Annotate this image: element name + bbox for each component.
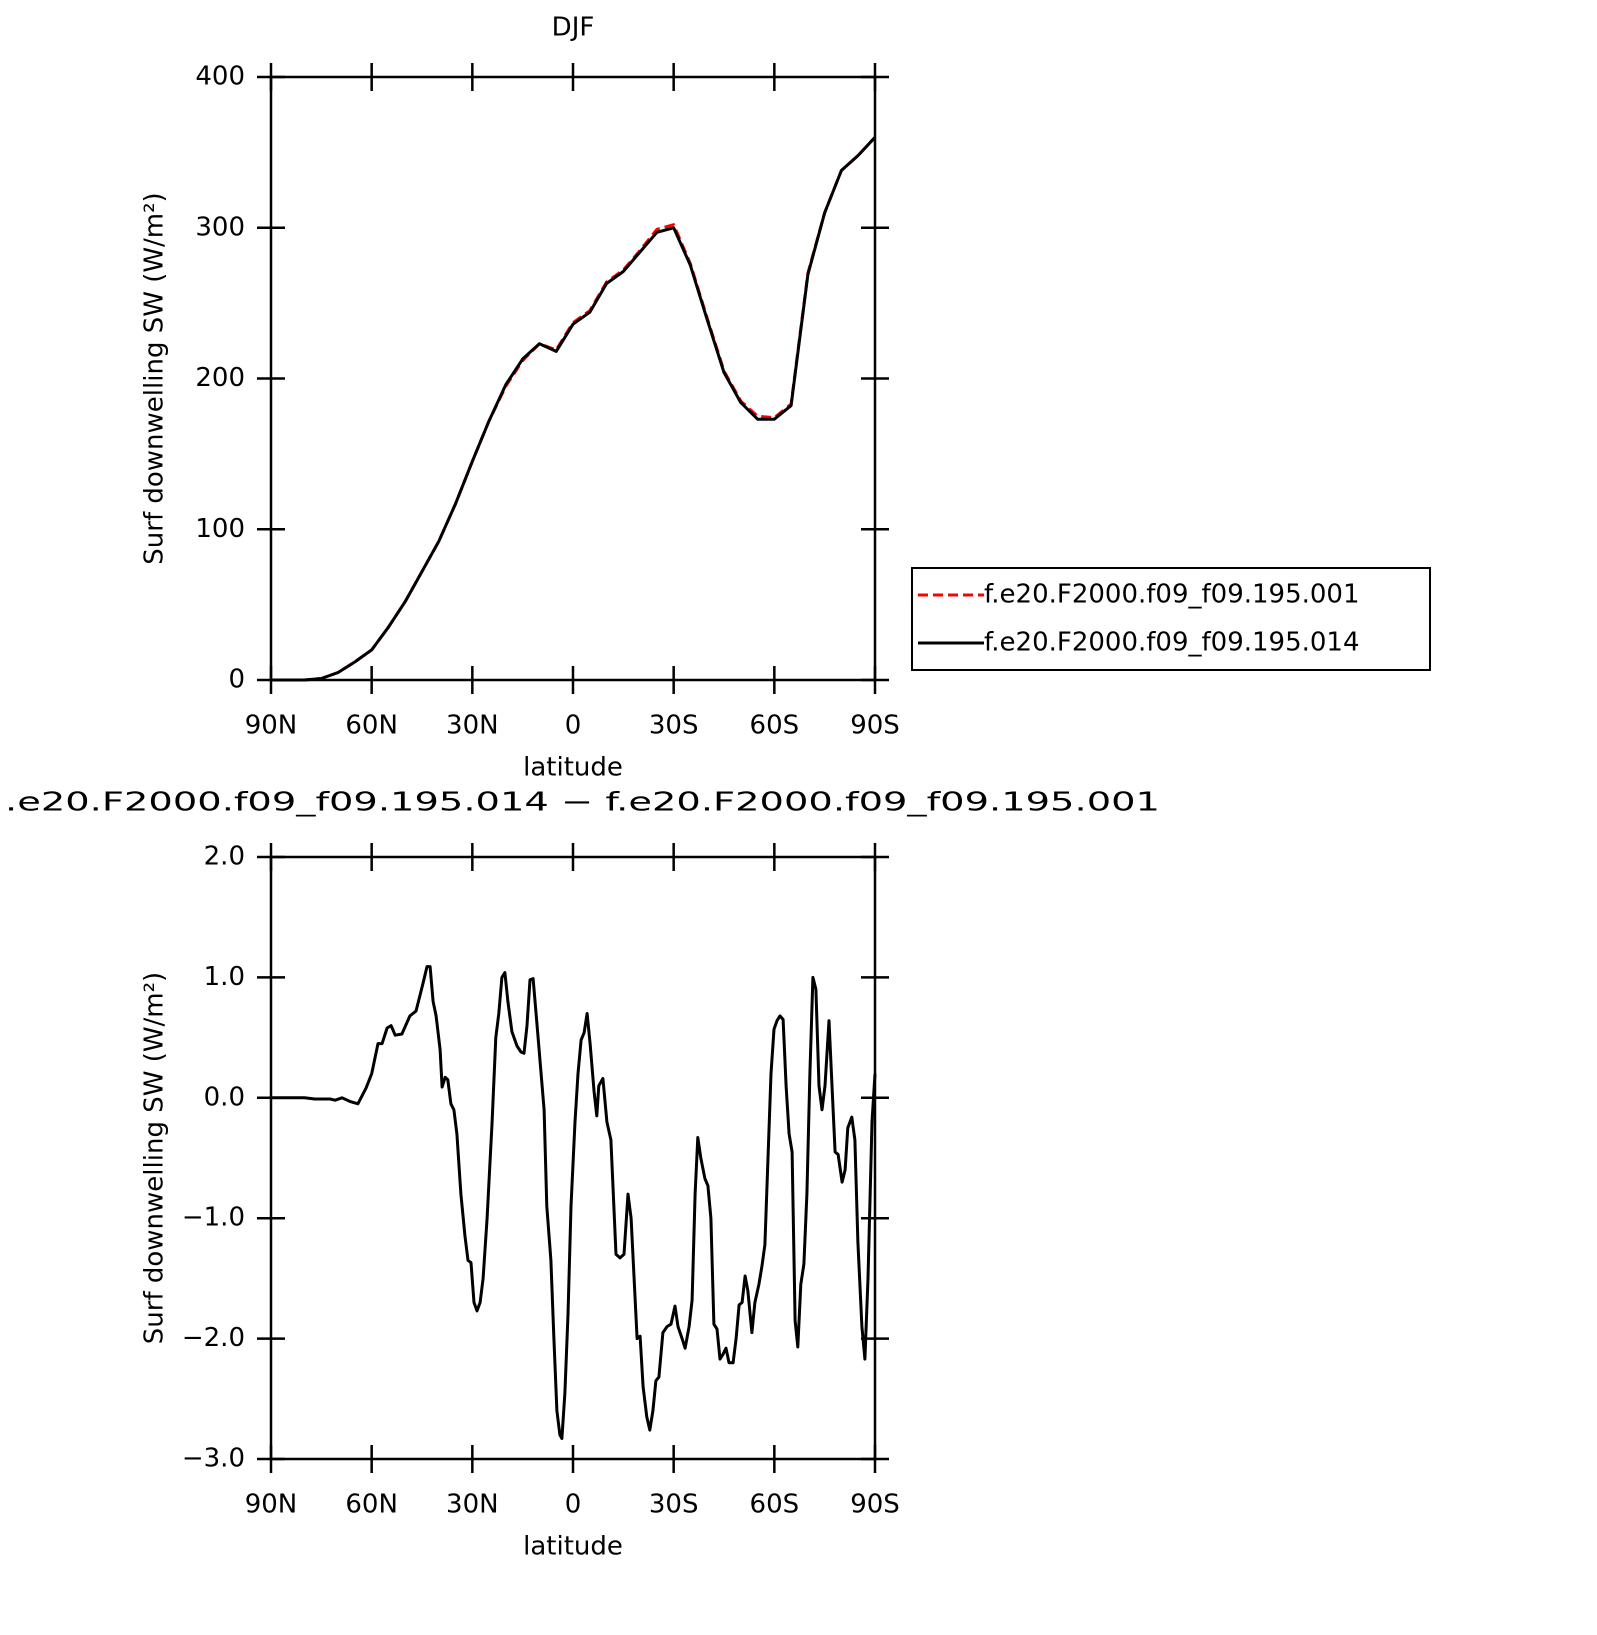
y-tick-label: 100 — [195, 514, 245, 544]
series-line — [271, 136, 877, 682]
x-tick-label: 30N — [446, 711, 499, 741]
x-tick-label: 0 — [565, 1490, 582, 1520]
x-axis-label: latitude — [523, 753, 623, 783]
series-line — [271, 965, 877, 1440]
x-tick-label: 30N — [446, 1490, 499, 1520]
y-tick-label: −3.0 — [182, 1444, 245, 1474]
y-tick-label: 1.0 — [204, 962, 245, 992]
y-tick-label: 300 — [195, 212, 245, 242]
x-tick-label: 90S — [850, 711, 900, 741]
plot-frame — [269, 855, 877, 1461]
x-tick-label: 60N — [345, 711, 398, 741]
legend-box — [911, 567, 1431, 671]
x-tick-label: 30S — [649, 711, 699, 741]
x-tick-label: 60N — [345, 1490, 398, 1520]
y-tick-label: 200 — [195, 363, 245, 393]
y-tick-label: 0.0 — [204, 1082, 245, 1112]
y-tick-label: 2.0 — [204, 842, 245, 872]
x-tick-label: 60S — [750, 1490, 800, 1520]
legend-label: f.e20.F2000.f09_f09.195.001 — [984, 580, 1360, 610]
legend: f.e20.F2000.f09_f09.195.001 f.e20.F2000.f… — [911, 567, 1431, 671]
x-axis-label: latitude — [523, 1532, 623, 1562]
x-tick-label: 0 — [565, 711, 582, 741]
series-line — [271, 136, 877, 682]
plot-frame — [269, 75, 877, 682]
x-tick-label: 90N — [245, 711, 298, 741]
y-tick-label: −1.0 — [182, 1203, 245, 1233]
y-tick-label: −2.0 — [182, 1323, 245, 1353]
chart-title: .e20.F2000.f09_f09.195.014 − f.e20.F2000… — [5, 788, 1160, 818]
y-axis-label: Surf downwelling SW (W/m²) — [140, 192, 170, 564]
chart-title: DJF — [552, 13, 595, 43]
x-tick-label: 90S — [850, 1490, 900, 1520]
x-tick-label: 30S — [649, 1490, 699, 1520]
y-tick-label: 400 — [195, 62, 245, 92]
x-tick-label: 60S — [750, 711, 800, 741]
legend-label: f.e20.F2000.f09_f09.195.014 — [984, 628, 1360, 658]
y-tick-label: 0 — [228, 665, 245, 695]
x-tick-label: 90N — [245, 1490, 298, 1520]
y-axis-label: Surf downwelling SW (W/m²) — [140, 972, 170, 1344]
